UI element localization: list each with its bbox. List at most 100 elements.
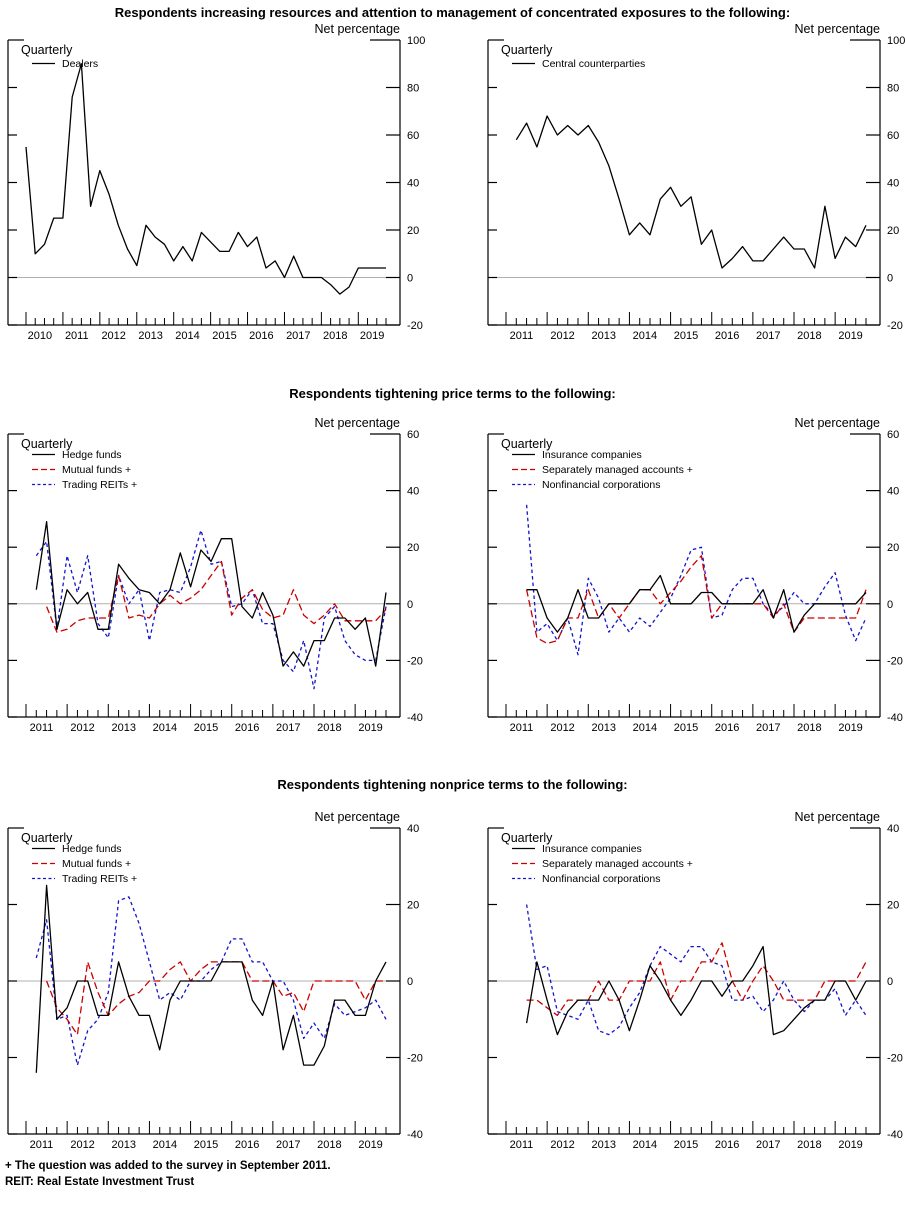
svg-text:2012: 2012	[101, 330, 125, 342]
svg-text:20: 20	[887, 225, 899, 237]
svg-text:-20: -20	[887, 320, 903, 332]
svg-text:2019: 2019	[838, 1139, 862, 1151]
svg-text:2017: 2017	[286, 330, 310, 342]
svg-text:2019: 2019	[358, 722, 382, 734]
svg-text:-20: -20	[407, 655, 423, 667]
svg-text:2017: 2017	[276, 722, 300, 734]
svg-text:2014: 2014	[153, 722, 177, 734]
svg-text:0: 0	[407, 599, 413, 611]
svg-text:0: 0	[407, 976, 413, 988]
svg-text:40: 40	[407, 823, 419, 835]
svg-text:2011: 2011	[30, 1139, 54, 1151]
svg-text:40: 40	[407, 178, 419, 190]
svg-text:2016: 2016	[715, 722, 739, 734]
svg-text:Nonfinancial corporations: Nonfinancial corporations	[542, 479, 660, 491]
svg-text:2016: 2016	[249, 330, 273, 342]
svg-text:2014: 2014	[633, 722, 657, 734]
svg-text:40: 40	[887, 823, 899, 835]
svg-text:2018: 2018	[797, 1139, 821, 1151]
svg-text:Quarterly: Quarterly	[21, 43, 73, 57]
svg-text:20: 20	[887, 542, 899, 554]
svg-text:2011: 2011	[510, 330, 534, 342]
svg-text:Hedge funds: Hedge funds	[62, 843, 122, 855]
svg-text:2019: 2019	[838, 330, 862, 342]
section-title-concentrated-exposures: Respondents increasing resources and att…	[114, 5, 791, 20]
svg-text:Net percentage: Net percentage	[315, 810, 401, 824]
svg-text:2018: 2018	[797, 330, 821, 342]
svg-text:Dealers: Dealers	[62, 58, 98, 70]
chart-central-counterparties: 100 80 60 40 20 0 -20 2011 2012 2013 2014 2015 2016 2…	[487, 22, 905, 342]
svg-text:2012: 2012	[550, 722, 574, 734]
svg-text:-40: -40	[407, 1129, 423, 1141]
svg-text:Insurance companies: Insurance companies	[542, 843, 642, 855]
svg-text:Quarterly: Quarterly	[21, 437, 73, 451]
svg-text:20: 20	[407, 542, 419, 554]
svg-text:2017: 2017	[756, 1139, 780, 1151]
section-title-price-terms: Respondents tightening price terms to th…	[289, 386, 616, 401]
svg-text:2011: 2011	[65, 330, 89, 342]
svg-text:0: 0	[887, 273, 893, 285]
svg-text:2012: 2012	[550, 1139, 574, 1151]
svg-text:Trading REITs +: Trading REITs +	[62, 873, 137, 885]
svg-text:2018: 2018	[317, 722, 341, 734]
svg-text:2011: 2011	[30, 722, 54, 734]
svg-text:Separately managed accounts +: Separately managed accounts +	[542, 464, 693, 476]
svg-text:2013: 2013	[111, 1139, 135, 1151]
svg-text:2011: 2011	[510, 1139, 534, 1151]
svg-text:0: 0	[887, 976, 893, 988]
svg-text:2011: 2011	[510, 722, 534, 734]
svg-text:2017: 2017	[756, 330, 780, 342]
svg-text:2012: 2012	[70, 1139, 94, 1151]
svg-text:20: 20	[407, 900, 419, 912]
chart-price-terms-companies: 60 40 20 0 -20 -40 2011 2012 2013 2014 2015 2016 201…	[487, 416, 903, 734]
svg-text:Quarterly: Quarterly	[21, 831, 73, 845]
svg-text:Central counterparties: Central counterparties	[542, 58, 645, 70]
svg-text:0: 0	[887, 599, 893, 611]
chart-price-terms-funds: 60 40 20 0 -20 -40 2011 2012 2013 2014 2015 2016 201…	[7, 416, 423, 734]
svg-text:Hedge funds: Hedge funds	[62, 449, 122, 461]
svg-text:2018: 2018	[797, 722, 821, 734]
svg-text:-20: -20	[887, 655, 903, 667]
svg-text:2014: 2014	[175, 330, 199, 342]
svg-text:Separately managed accounts +: Separately managed accounts +	[542, 858, 693, 870]
svg-text:2018: 2018	[317, 1139, 341, 1151]
svg-text:60: 60	[887, 130, 899, 142]
svg-text:2014: 2014	[633, 1139, 657, 1151]
svg-text:Mutual funds +: Mutual funds +	[62, 464, 131, 476]
svg-text:Quarterly: Quarterly	[501, 437, 553, 451]
svg-text:20: 20	[407, 225, 419, 237]
footnote-reit-definition: REIT: Real Estate Investment Trust	[5, 1176, 195, 1188]
svg-text:Mutual funds +: Mutual funds +	[62, 858, 131, 870]
svg-text:40: 40	[887, 486, 899, 498]
svg-text:40: 40	[407, 486, 419, 498]
svg-text:Net percentage: Net percentage	[315, 22, 401, 36]
chart-nonprice-terms-companies: 40 20 0 -20 -40 2011 2012 2013 2014 2015 2016 2017 2…	[487, 810, 903, 1151]
svg-text:2014: 2014	[153, 1139, 177, 1151]
svg-text:2015: 2015	[212, 330, 236, 342]
svg-text:60: 60	[887, 429, 899, 441]
svg-text:Nonfinancial corporations: Nonfinancial corporations	[542, 873, 660, 885]
svg-text:80: 80	[407, 83, 419, 95]
svg-text:Quarterly: Quarterly	[501, 43, 553, 57]
section-title-nonprice-terms: Respondents tightening nonprice terms to…	[277, 777, 628, 792]
svg-text:Trading REITs +: Trading REITs +	[62, 479, 137, 491]
svg-text:2013: 2013	[591, 330, 615, 342]
svg-text:2017: 2017	[276, 1139, 300, 1151]
svg-text:2015: 2015	[674, 722, 698, 734]
svg-text:20: 20	[887, 900, 899, 912]
svg-text:2019: 2019	[360, 330, 384, 342]
svg-text:Net percentage: Net percentage	[795, 810, 881, 824]
svg-text:40: 40	[887, 178, 899, 190]
svg-text:-40: -40	[407, 712, 423, 724]
svg-text:Quarterly: Quarterly	[501, 831, 553, 845]
svg-text:-40: -40	[887, 1129, 903, 1141]
svg-text:-20: -20	[887, 1053, 903, 1065]
svg-text:Net percentage: Net percentage	[795, 416, 881, 430]
svg-text:2016: 2016	[715, 1139, 739, 1151]
svg-text:Net percentage: Net percentage	[315, 416, 401, 430]
svg-text:2010: 2010	[28, 330, 52, 342]
svg-text:Insurance companies: Insurance companies	[542, 449, 642, 461]
svg-text:2015: 2015	[674, 1139, 698, 1151]
svg-text:2015: 2015	[194, 1139, 218, 1151]
svg-text:-40: -40	[887, 712, 903, 724]
